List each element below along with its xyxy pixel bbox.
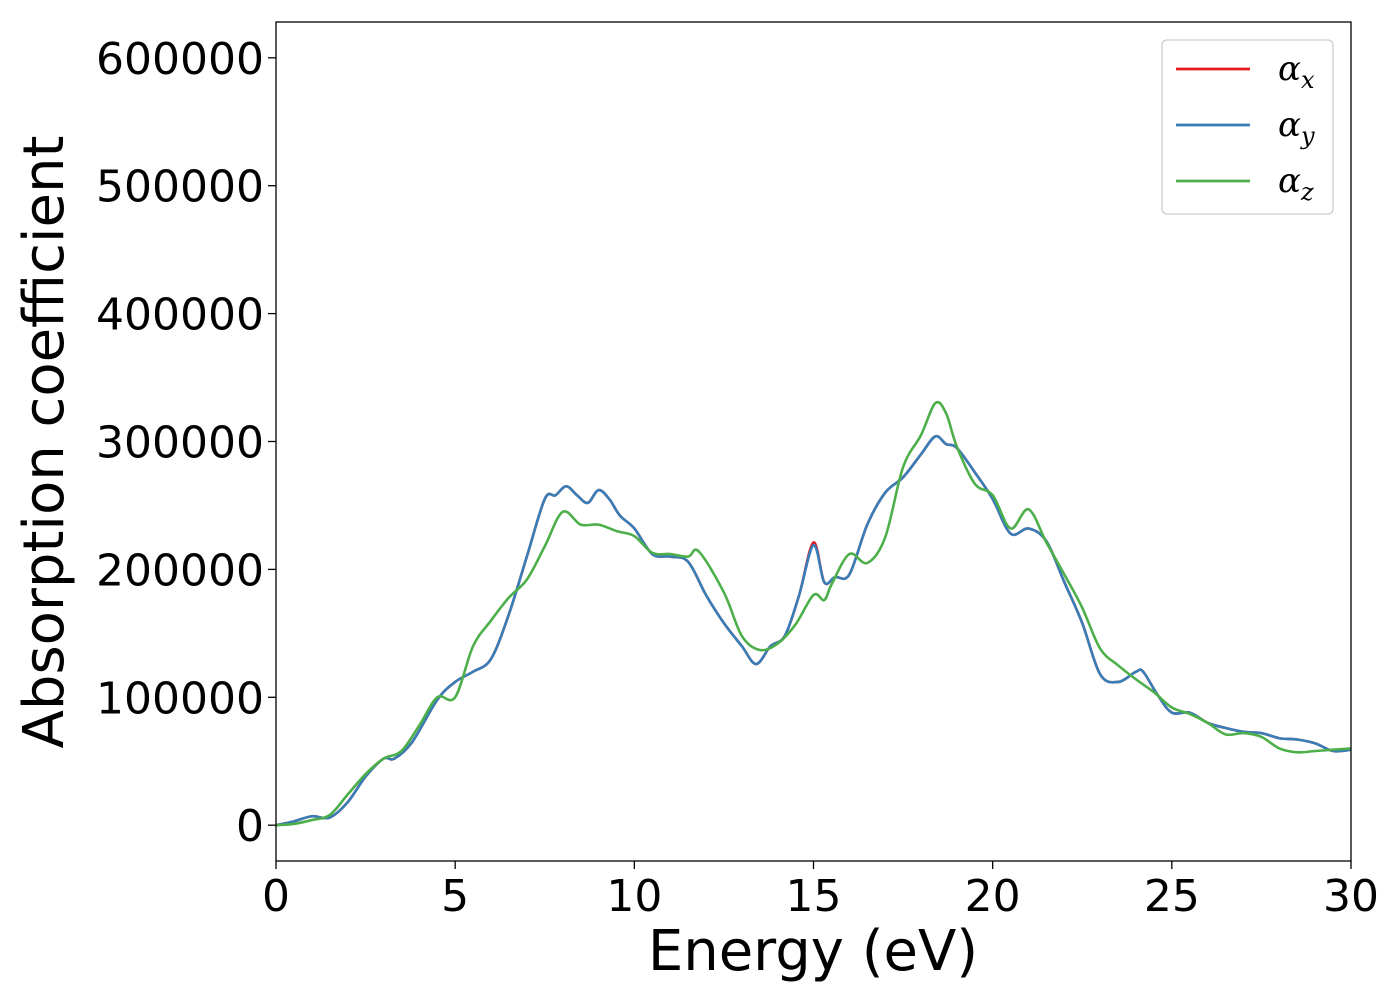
y-tick-label: 500000 [96,162,264,213]
series-line-z [276,400,1351,827]
legend-label-x: αx [1278,49,1315,94]
x-tick-label: 25 [1144,871,1200,922]
x-tick-label: 15 [786,871,842,922]
y-axis-ticks: 0 100000 200000 300000 400000 500000 600000 [96,34,276,852]
x-axis-ticks: 0 5 10 15 20 25 30 [262,861,1379,922]
series-layer [276,400,1351,827]
y-tick-label: 400000 [96,290,264,341]
y-axis-label: Absorption coefficient [12,136,77,749]
x-axis-label: Energy (eV) [648,919,978,984]
x-tick-label: 0 [262,871,290,922]
x-tick-label: 20 [965,871,1021,922]
y-tick-label: 300000 [96,418,264,469]
x-tick-label: 5 [441,871,469,922]
x-tick-label: 30 [1323,871,1379,922]
y-tick-label: 600000 [96,34,264,85]
y-tick-label: 100000 [96,673,264,724]
y-tick-label: 200000 [96,545,264,596]
legend: αx αy αz [1161,39,1334,215]
legend-box [1161,39,1334,215]
y-tick-label: 0 [236,801,264,852]
legend-label-z: αz [1278,161,1314,206]
legend-label-y: αy [1278,105,1315,150]
x-tick-label: 10 [606,871,662,922]
